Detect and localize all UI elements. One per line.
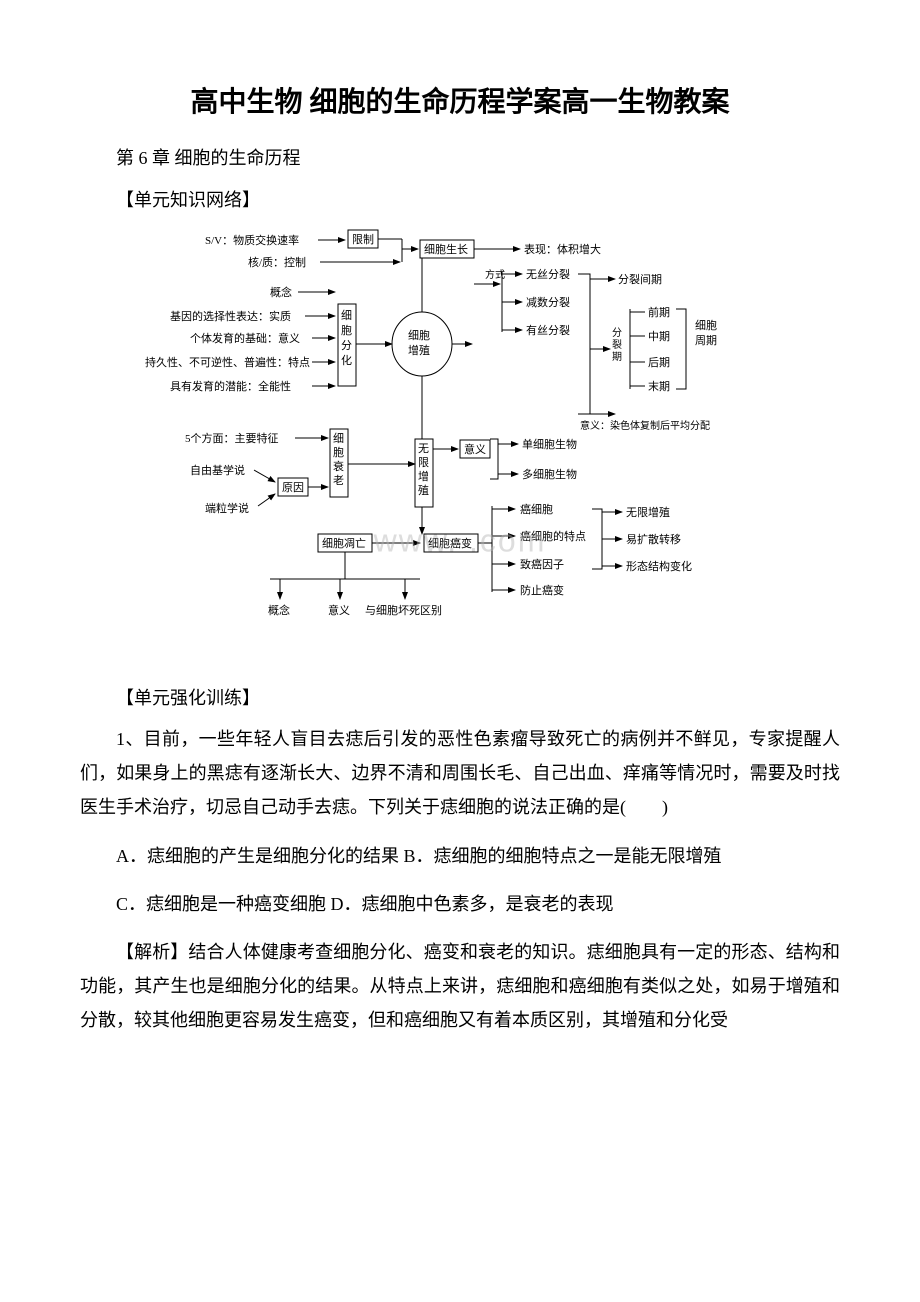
node-morph: 形态结构变化 [626, 559, 692, 573]
node-meiosis: 减数分裂 [526, 296, 570, 309]
node-cancer: 细胞癌变 [428, 536, 472, 550]
question-1-analysis: 【解析】结合人体健康考查细胞分化、癌变和衰老的知识。痣细胞具有一定的形态、结构和… [80, 935, 840, 1038]
node-unlim-4: 殖 [418, 484, 429, 497]
node-prolif-1: 细胞 [408, 329, 430, 342]
node-concept: 概念 [270, 285, 292, 299]
node-unlim-2: 限 [418, 456, 429, 469]
node-telo: 末期 [648, 379, 670, 393]
node-unlim-3: 增 [418, 469, 429, 483]
node-diff-4: 化 [341, 353, 352, 367]
node-aging-2: 胞 [333, 446, 344, 459]
node-aging-1: 细 [333, 432, 344, 445]
section-training-header: 【单元强化训练】 [80, 684, 840, 710]
node-meaning3: 意义 [328, 603, 350, 617]
node-ana: 后期 [648, 356, 670, 369]
node-diff-1: 细 [341, 309, 352, 322]
knowledge-network-diagram: www. .com S/V：物质交换速率 限制 细胞生长 表现：体积增大 核/质… [140, 224, 780, 664]
node-growth-out: 表现：体积增大 [524, 242, 601, 256]
question-1-options-ab: A．痣细胞的产生是细胞分化的结果 B．痣细胞的细胞特点之一是能无限增殖 [80, 839, 840, 873]
node-cause: 原因 [282, 481, 304, 494]
node-totipotent: 具有发育的潜能：全能性 [170, 379, 291, 393]
node-essence: 基因的选择性表达：实质 [170, 309, 291, 323]
node-mitosis: 有丝分裂 [526, 323, 570, 337]
node-concept2: 概念 [268, 603, 290, 617]
node-feature: 持久性、不可逆性、普遍性：特点 [145, 355, 310, 369]
node-aging-3: 衰 [333, 459, 344, 473]
node-sig: 意义：染色体复制后平均分配 [580, 419, 710, 432]
node-unicell: 单细胞生物 [522, 437, 577, 451]
node-meaning2: 意义 [464, 442, 486, 456]
question-1-options-cd: C．痣细胞是一种癌变细胞 D．痣细胞中色素多，是衰老的表现 [80, 887, 840, 921]
node-cycle-1: 细胞 [695, 319, 717, 332]
page-title: 高中生物 细胞的生命历程学案高一生物教案 [80, 80, 840, 120]
node-multicell: 多细胞生物 [522, 467, 577, 481]
node-telomere: 端粒学说 [205, 501, 249, 515]
node-spread: 易扩散转移 [626, 532, 681, 546]
node-diff-death: 与细胞坏死区别 [365, 604, 442, 617]
node-cancer-cell: 癌细胞 [520, 502, 553, 516]
node-carcinogen: 致癌因子 [520, 557, 564, 571]
node-prevent: 防止癌变 [520, 583, 564, 597]
section-network-header: 【单元知识网络】 [80, 186, 840, 212]
node-nucleus: 核/质：控制 [248, 255, 306, 269]
question-1: 1、目前，一些年轻人盲目去痣后引发的恶性色素瘤导致死亡的病例并不鲜见，专家提醒人… [80, 722, 840, 825]
node-division-period-1: 分 [612, 327, 622, 339]
node-limit: 限制 [352, 233, 374, 246]
node-meta: 中期 [648, 330, 670, 343]
node-interphase: 分裂间期 [618, 273, 662, 286]
node-diff-2: 胞 [341, 324, 352, 337]
node-unlim-1: 无 [418, 443, 429, 455]
node-division-period-2: 裂 [612, 338, 622, 351]
node-cycle-2: 周期 [695, 334, 717, 347]
node-five: 5个方面：主要特征 [185, 431, 279, 445]
node-cancer-feat: 癌细胞的特点 [520, 529, 586, 543]
chapter-subtitle: 第 6 章 细胞的生命历程 [80, 144, 840, 170]
node-meaning-dev: 个体发育的基础：意义 [190, 331, 300, 345]
node-growth: 细胞生长 [424, 242, 468, 256]
node-diff-3: 分 [341, 339, 352, 352]
node-division-period-3: 期 [612, 351, 622, 363]
node-free-radical: 自由基学说 [190, 463, 245, 477]
node-sv: S/V：物质交换速率 [205, 233, 299, 247]
node-amitosis: 无丝分裂 [526, 268, 570, 281]
node-pro: 前期 [648, 305, 670, 319]
node-apoptosis: 细胞凋亡 [322, 536, 366, 550]
node-aging-4: 老 [333, 474, 344, 487]
node-prolif-2: 增殖 [408, 343, 430, 357]
node-unlim2: 无限增殖 [626, 505, 670, 519]
